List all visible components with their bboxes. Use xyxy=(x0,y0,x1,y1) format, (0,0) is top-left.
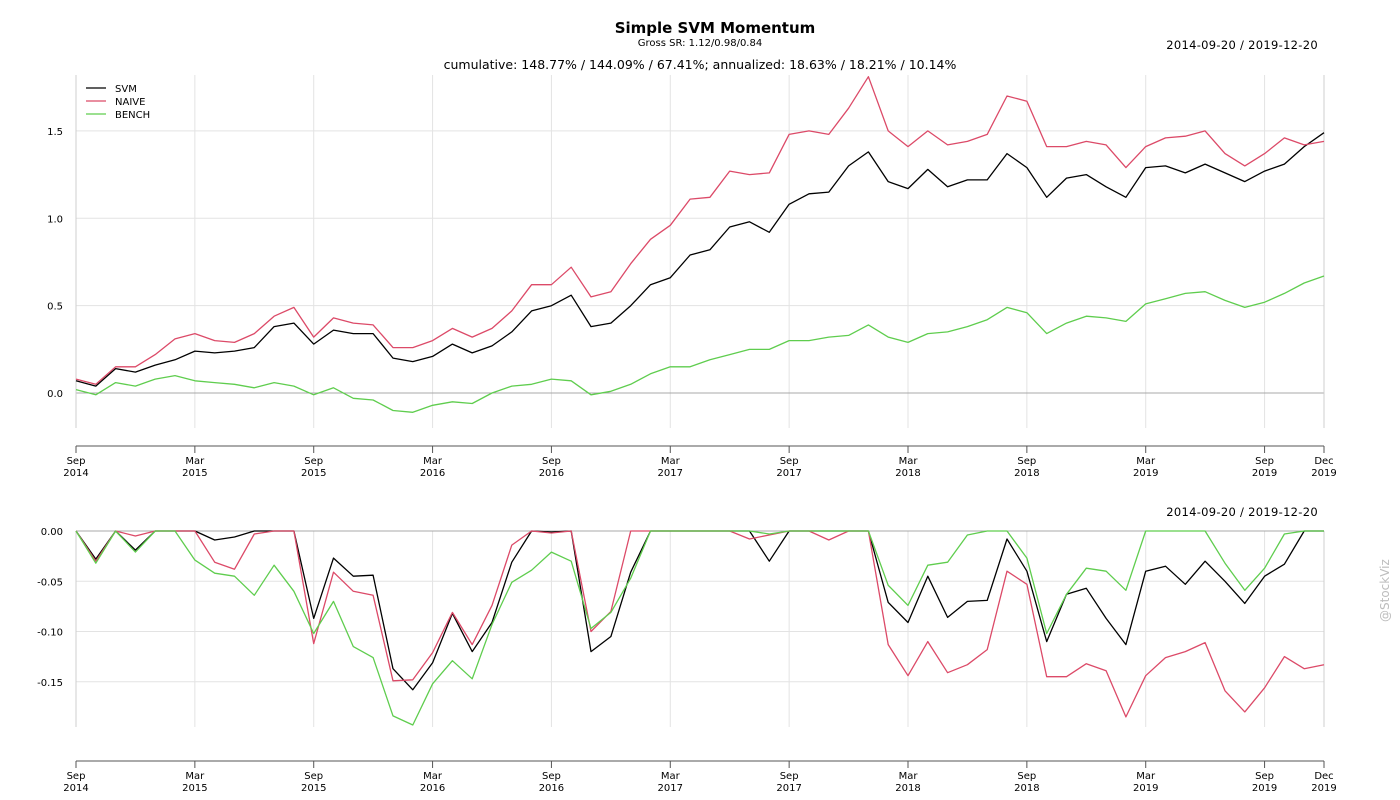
cumulative-returns-chart: 0.00.51.01.5Sep2014Mar2015Sep2015Mar2016… xyxy=(47,75,1337,479)
legend-label-bench: BENCH xyxy=(115,110,150,121)
y-tick-label: -0.05 xyxy=(37,577,63,588)
x-tick-label-month: Mar xyxy=(185,456,205,467)
y-tick-label: -0.10 xyxy=(37,628,63,639)
x-tick-label-year: 2014 xyxy=(63,468,88,479)
x-tick-label-month: Mar xyxy=(423,456,443,467)
x-tick-label-month: Mar xyxy=(899,456,919,467)
legend-label-svm: SVM xyxy=(115,84,137,95)
x-tick-label-month: Mar xyxy=(661,771,681,782)
x-tick-label-year: 2018 xyxy=(1014,468,1039,479)
x-tick-label-month: Mar xyxy=(1136,456,1156,467)
series-line-bench xyxy=(75,530,1324,726)
x-tick-label-year: 2017 xyxy=(776,468,801,479)
x-tick-label-month: Sep xyxy=(304,456,323,467)
x-tick-label-year: 2019 xyxy=(1133,468,1158,479)
series-line-bench xyxy=(75,275,1325,413)
x-tick-label-month: Sep xyxy=(67,771,86,782)
x-tick-label-month: Mar xyxy=(661,456,681,467)
y-tick-label: -0.15 xyxy=(37,678,63,689)
x-tick-label-year: 2015 xyxy=(301,783,326,794)
x-tick-label-year: 2017 xyxy=(776,783,801,794)
x-tick-label-year: 2019 xyxy=(1252,783,1277,794)
x-tick-label-year: 2018 xyxy=(895,783,920,794)
x-tick-label-year: 2015 xyxy=(182,783,207,794)
series-line-naive xyxy=(75,76,1325,385)
x-tick-label-month: Sep xyxy=(780,456,799,467)
x-tick-label-month: Sep xyxy=(1255,456,1274,467)
x-tick-label-month: Sep xyxy=(780,771,799,782)
bottom-date-range: 2014-09-20 / 2019-12-20 xyxy=(1166,505,1318,519)
x-tick-label-month: Sep xyxy=(1017,771,1036,782)
x-tick-label-year: 2019 xyxy=(1311,468,1336,479)
y-tick-label: 1.5 xyxy=(47,127,63,138)
x-tick-label-year: 2015 xyxy=(301,468,326,479)
x-tick-label-year: 2017 xyxy=(658,783,683,794)
x-tick-label-month: Sep xyxy=(542,456,561,467)
x-tick-label-month: Dec xyxy=(1314,771,1333,782)
chart-subtitle: Gross SR: 1.12/0.98/0.84 xyxy=(637,38,763,49)
x-tick-label-month: Mar xyxy=(185,771,205,782)
x-tick-label-month: Sep xyxy=(304,771,323,782)
x-tick-label-month: Sep xyxy=(67,456,86,467)
x-tick-label-month: Mar xyxy=(899,771,919,782)
y-tick-label: 0.5 xyxy=(47,302,63,313)
x-tick-label-year: 2016 xyxy=(420,468,445,479)
chart-title: Simple SVM Momentum xyxy=(614,19,816,37)
legend-label-naive: NAIVE xyxy=(115,97,145,108)
top-date-range: 2014-09-20 / 2019-12-20 xyxy=(1166,38,1318,52)
x-tick-label-month: Sep xyxy=(1017,456,1036,467)
x-tick-label-month: Sep xyxy=(1255,771,1274,782)
series-line-svm xyxy=(75,132,1325,387)
x-tick-label-year: 2016 xyxy=(420,783,445,794)
y-tick-label: 1.0 xyxy=(47,214,63,225)
y-tick-label: 0.00 xyxy=(41,527,63,538)
x-tick-label-year: 2019 xyxy=(1252,468,1277,479)
x-tick-label-month: Sep xyxy=(542,771,561,782)
x-tick-label-month: Mar xyxy=(1136,771,1156,782)
x-tick-label-year: 2015 xyxy=(182,468,207,479)
x-tick-label-year: 2019 xyxy=(1311,783,1336,794)
x-tick-label-year: 2016 xyxy=(539,783,564,794)
x-tick-label-month: Dec xyxy=(1314,456,1333,467)
x-tick-label-year: 2018 xyxy=(1014,783,1039,794)
x-tick-label-month: Mar xyxy=(423,771,443,782)
x-tick-label-year: 2019 xyxy=(1133,783,1158,794)
x-tick-label-year: 2016 xyxy=(539,468,564,479)
x-tick-label-year: 2017 xyxy=(658,468,683,479)
x-tick-label-year: 2014 xyxy=(63,783,88,794)
y-tick-label: 0.0 xyxy=(47,389,63,400)
series-line-svm xyxy=(75,530,1324,691)
drawdown-chart: 0.00-0.05-0.10-0.15Sep2014Mar2015Sep2015… xyxy=(37,527,1337,794)
stats-line: cumulative: 148.77% / 144.09% / 67.41%; … xyxy=(443,57,957,72)
x-tick-label-year: 2018 xyxy=(895,468,920,479)
